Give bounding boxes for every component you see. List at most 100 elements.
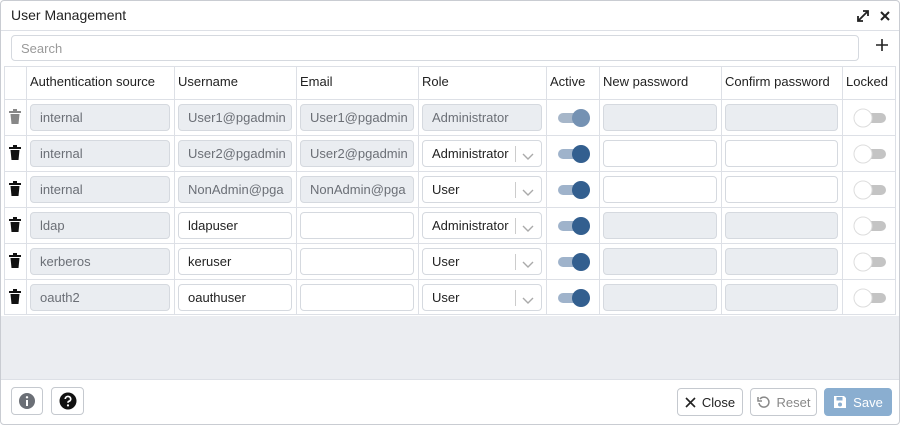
source-field: oauth2 [30, 284, 170, 311]
search-input[interactable]: Search [11, 35, 859, 61]
new-password-field[interactable] [603, 176, 717, 203]
dropdown-arrow[interactable] [522, 221, 534, 232]
role-field[interactable]: Administrator [422, 140, 542, 167]
dropdown-arrow[interactable] [522, 185, 534, 196]
save-label: Save [853, 394, 883, 410]
column-header: Authentication source [30, 74, 156, 89]
confirm-password-field [725, 284, 838, 311]
locked-toggle [853, 108, 887, 128]
role-field: Administrator [422, 104, 542, 131]
username-field: User2@pgadmin [178, 140, 292, 167]
email-field: User1@pgadmin [300, 104, 414, 131]
dropdown-arrow[interactable] [522, 293, 534, 304]
table [4, 66, 896, 315]
locked-toggle[interactable] [853, 144, 887, 164]
help-button[interactable] [51, 387, 84, 415]
username-field: User1@pgadmin [178, 104, 292, 131]
add-button[interactable] [875, 38, 889, 52]
column-header: Email [300, 74, 333, 89]
username-field[interactable]: ldapuser [178, 212, 292, 239]
col-divider [296, 66, 297, 315]
info-button[interactable] [11, 387, 43, 415]
username-field[interactable]: oauthuser [178, 284, 292, 311]
username-field: NonAdmin@pga [178, 176, 292, 203]
source-field: kerberos [30, 248, 170, 275]
new-password-field [603, 104, 717, 131]
row-divider [4, 135, 896, 136]
header [1, 1, 899, 31]
row-divider [4, 243, 896, 244]
role-field[interactable]: Administrator [422, 212, 542, 239]
dialog-title: User Management [11, 7, 127, 23]
reset-label: Reset [776, 394, 811, 410]
email-field[interactable] [300, 284, 414, 311]
new-password-field[interactable] [603, 140, 717, 167]
email-field[interactable] [300, 212, 414, 239]
footer-divider [1, 379, 899, 380]
locked-toggle[interactable] [853, 252, 887, 272]
dropdown-separator [515, 290, 516, 306]
dropdown-arrow[interactable] [522, 149, 534, 160]
column-header: Confirm password [725, 74, 830, 89]
delete-button[interactable] [9, 217, 21, 232]
delete-button[interactable] [9, 145, 21, 160]
column-header: New password [603, 74, 689, 89]
confirm-password-field [725, 212, 838, 239]
column-header: Locked [846, 74, 888, 89]
active-toggle [557, 108, 591, 128]
save-button[interactable]: Save [824, 388, 892, 416]
col-divider [174, 66, 175, 315]
col-divider [721, 66, 722, 315]
close-button[interactable]: Close [677, 388, 743, 416]
close-icon[interactable] [878, 9, 892, 23]
col-divider [546, 66, 547, 315]
close-label: Close [701, 394, 736, 410]
col-divider [599, 66, 600, 315]
email-field: NonAdmin@pga [300, 176, 414, 203]
dropdown-separator [515, 218, 516, 234]
locked-toggle[interactable] [853, 180, 887, 200]
new-password-field [603, 248, 717, 275]
maximize-icon[interactable] [856, 9, 870, 23]
username-field[interactable]: keruser [178, 248, 292, 275]
role-field[interactable]: User [422, 284, 542, 311]
source-field: internal [30, 104, 170, 131]
role-field[interactable]: User [422, 248, 542, 275]
active-toggle[interactable] [557, 216, 591, 236]
active-toggle[interactable] [557, 252, 591, 272]
empty-area [1, 316, 899, 379]
row-divider [4, 99, 896, 100]
source-field: internal [30, 140, 170, 167]
confirm-password-field[interactable] [725, 140, 838, 167]
row-divider [4, 171, 896, 172]
col-divider [26, 66, 27, 315]
delete-button [9, 109, 21, 124]
row-divider [4, 207, 896, 208]
delete-button[interactable] [9, 181, 21, 196]
dropdown-arrow[interactable] [522, 257, 534, 268]
dropdown-separator [515, 146, 516, 162]
locked-toggle[interactable] [853, 216, 887, 236]
column-header: Username [178, 74, 238, 89]
active-toggle[interactable] [557, 180, 591, 200]
dropdown-separator [515, 182, 516, 198]
email-field[interactable] [300, 248, 414, 275]
confirm-password-field [725, 104, 838, 131]
source-field: internal [30, 176, 170, 203]
col-divider [418, 66, 419, 315]
active-toggle[interactable] [557, 144, 591, 164]
delete-button[interactable] [9, 289, 21, 304]
column-header: Active [550, 74, 586, 89]
dropdown-separator [515, 254, 516, 270]
row-divider [4, 279, 896, 280]
delete-button[interactable] [9, 253, 21, 268]
new-password-field [603, 284, 717, 311]
active-toggle[interactable] [557, 288, 591, 308]
reset-button[interactable]: Reset [750, 388, 817, 416]
confirm-password-field[interactable] [725, 176, 838, 203]
new-password-field [603, 212, 717, 239]
col-divider [842, 66, 843, 315]
locked-toggle[interactable] [853, 288, 887, 308]
role-field[interactable]: User [422, 176, 542, 203]
